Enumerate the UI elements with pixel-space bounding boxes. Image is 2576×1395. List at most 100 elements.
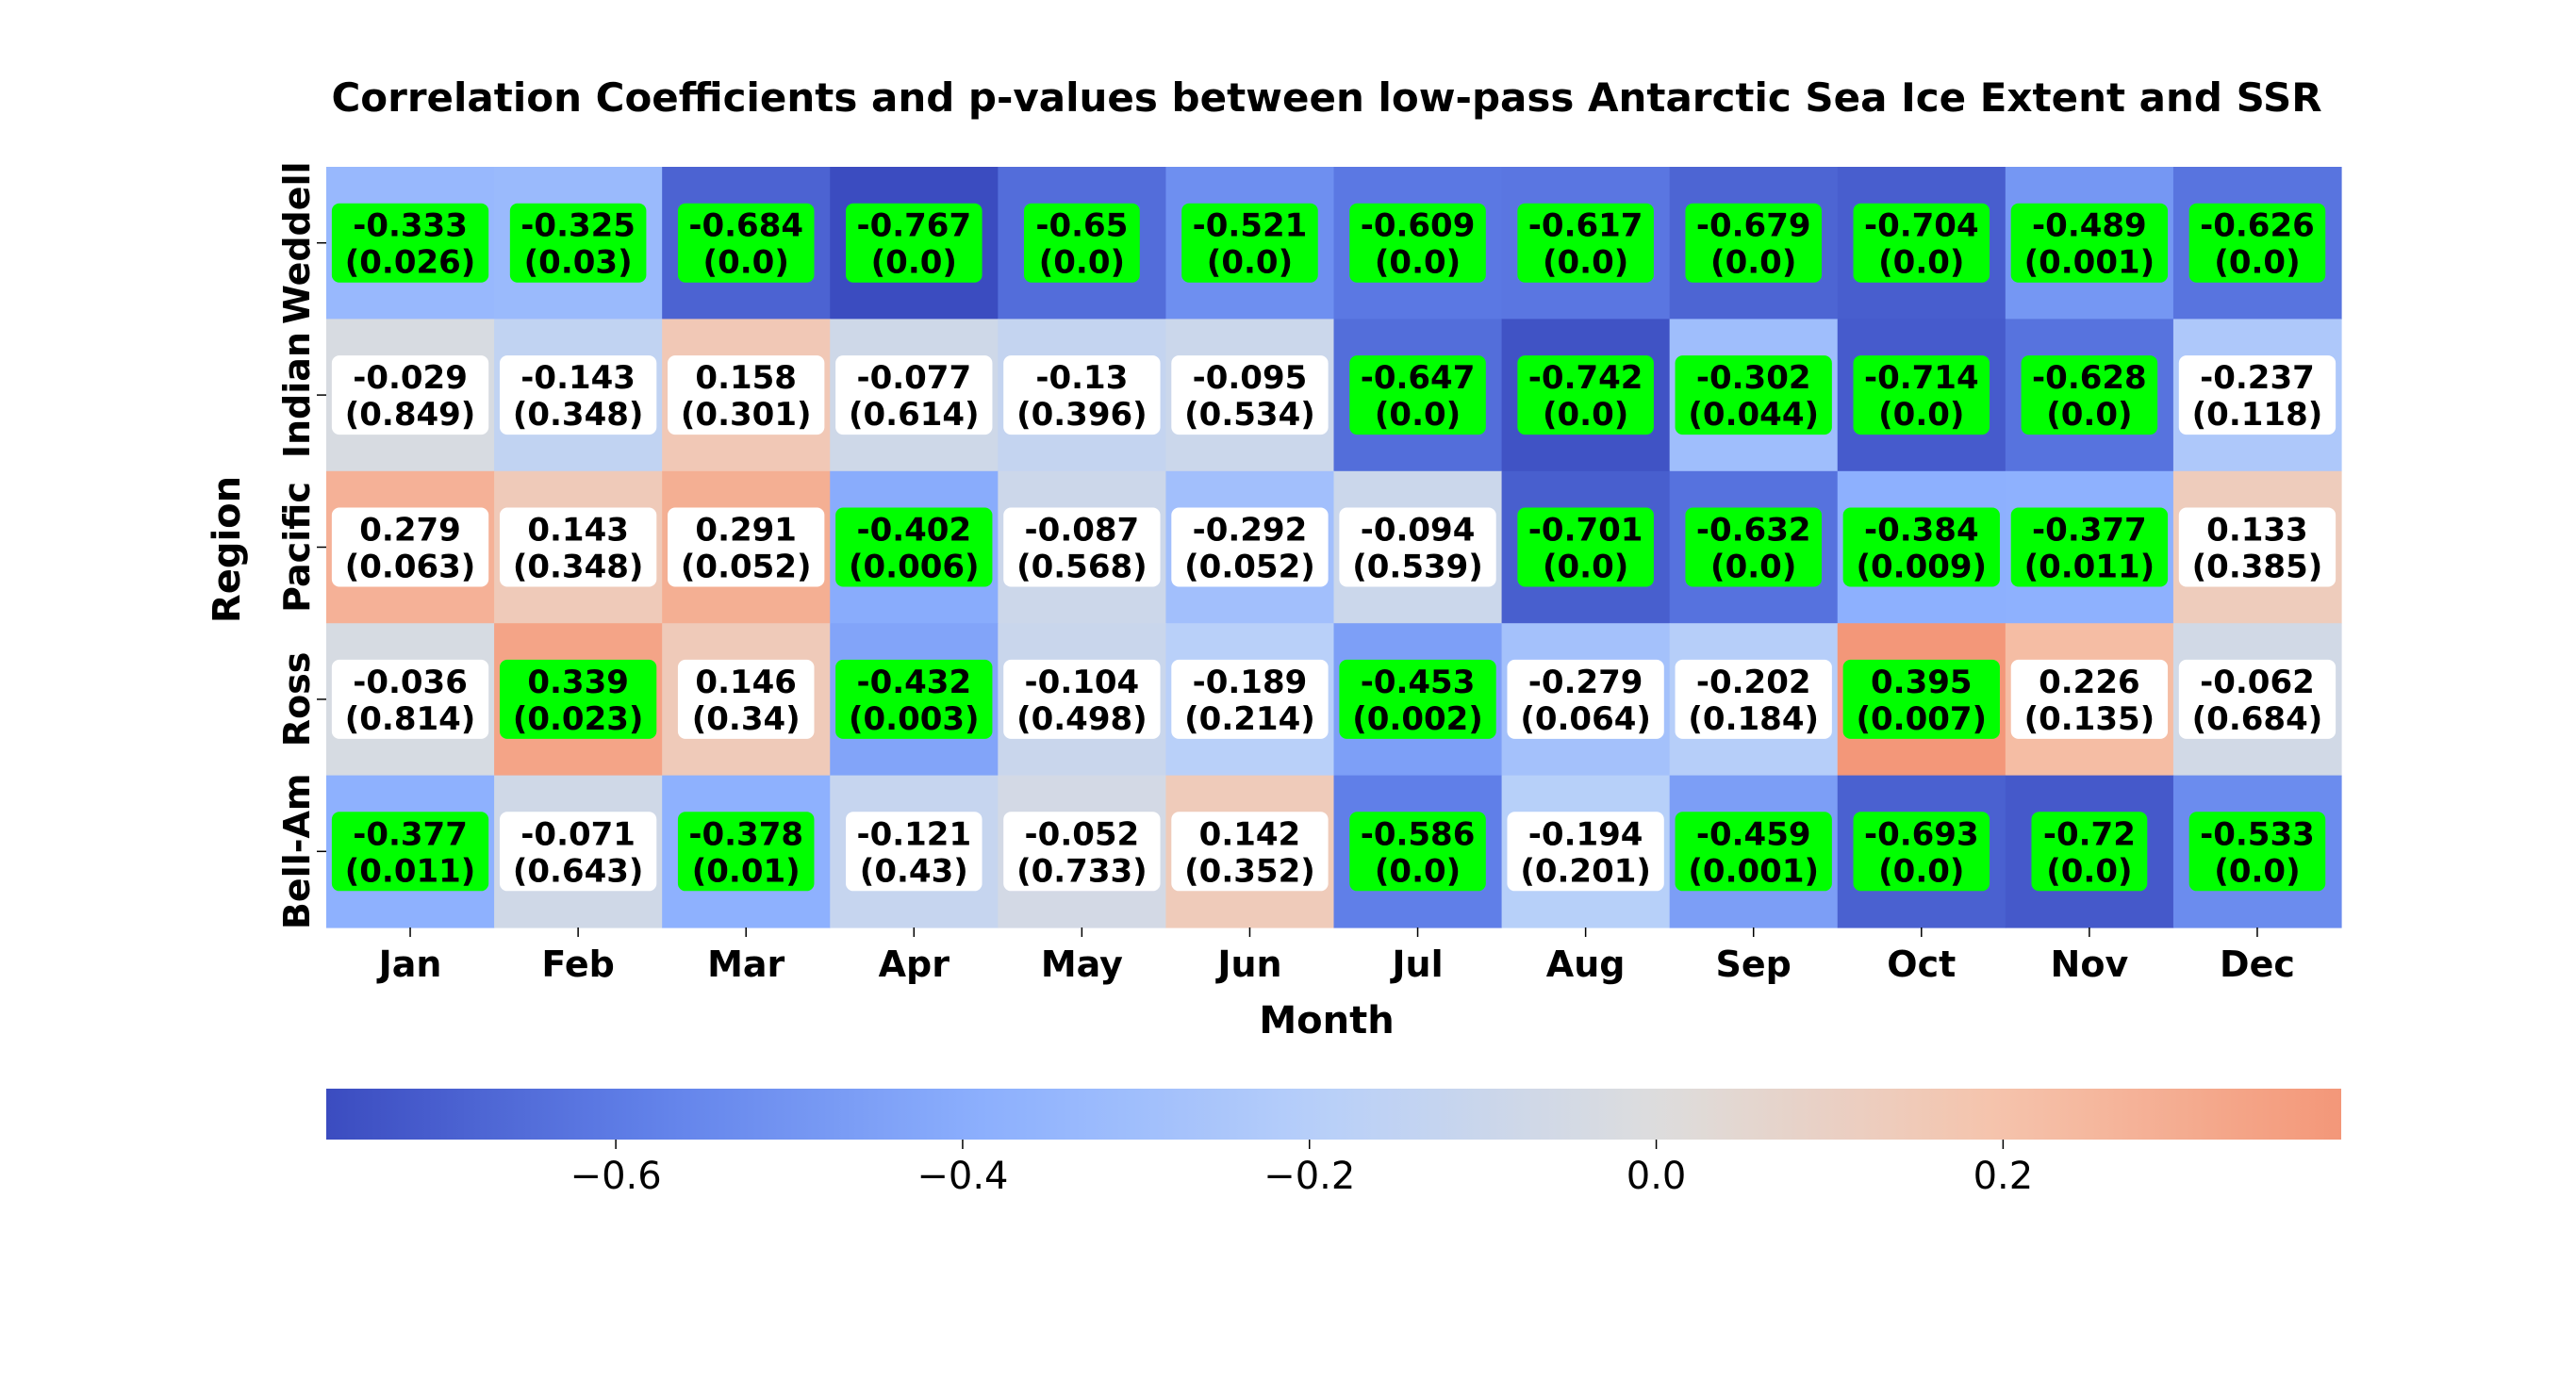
cell-correlation-label: -0.609	[1361, 207, 1476, 245]
label-box	[846, 812, 983, 892]
cell-pvalue-label: (0.0)	[1710, 549, 1796, 586]
cell-pvalue-label: (0.614)	[849, 396, 980, 434]
cell-pvalue-label: (0.011)	[2024, 549, 2155, 586]
y-tick-label: Pacific	[276, 482, 318, 613]
significant-label-box	[1181, 203, 1318, 283]
cell-pvalue-label: (0.002)	[1352, 700, 1483, 738]
cell-pvalue-label: (0.135)	[2024, 700, 2155, 738]
label-box	[331, 507, 489, 587]
cell-correlation-label: -0.402	[856, 512, 971, 550]
cell-correlation-label: -0.378	[688, 815, 803, 853]
cell-correlation-label: -0.742	[1528, 359, 1643, 397]
cell-correlation-label: 0.142	[1199, 815, 1301, 853]
cell-pvalue-label: (0.0)	[871, 244, 957, 282]
label-box	[331, 355, 489, 435]
cell-pvalue-label: (0.0)	[1543, 549, 1628, 586]
cell-pvalue-label: (0.849)	[345, 396, 476, 434]
cell-correlation-label: -0.701	[1528, 512, 1643, 550]
label-box	[1339, 507, 1496, 587]
label-box	[499, 812, 657, 892]
y-tick-label: Indian	[276, 332, 318, 458]
cell-correlation-label: -0.325	[520, 207, 636, 245]
x-tick-label: Oct	[1887, 944, 1956, 985]
cell-correlation-label: 0.226	[2039, 664, 2140, 701]
cell-pvalue-label: (0.003)	[849, 700, 980, 738]
cell-correlation-label: -0.432	[856, 664, 971, 701]
cell-pvalue-label: (0.643)	[513, 852, 644, 890]
y-axis-label: Region	[206, 476, 249, 623]
chart-title: Correlation Coefficients and p-values be…	[331, 74, 2321, 121]
colorbar-gradient	[326, 1089, 2341, 1140]
label-box	[2178, 355, 2337, 435]
cell-correlation-label: -0.095	[1193, 359, 1308, 397]
colorbar-tick-label: −0.6	[570, 1155, 662, 1198]
significant-label-box	[2010, 203, 2169, 283]
cell-correlation-label: -0.453	[1361, 664, 1476, 701]
colorbar: −0.6 −0.4 −0.2 0.0 0.2	[326, 1089, 2341, 1198]
cell-correlation-label: -0.647	[1361, 359, 1476, 397]
significant-label-box	[677, 812, 815, 892]
cell-pvalue-label: (0.684)	[2192, 700, 2323, 738]
significant-label-box	[1853, 812, 1990, 892]
label-box	[835, 355, 993, 435]
cell-correlation-label: -0.13	[1035, 359, 1128, 397]
cell-pvalue-label: (0.814)	[345, 700, 476, 738]
cell-pvalue-label: (0.0)	[703, 244, 789, 282]
cell-correlation-label: 0.291	[695, 512, 797, 550]
label-box	[2178, 659, 2337, 739]
cell-pvalue-label: (0.0)	[1375, 396, 1461, 434]
cell-pvalue-label: (0.009)	[1856, 549, 1987, 586]
cell-correlation-label: -0.194	[1528, 815, 1643, 853]
cell-pvalue-label: (0.023)	[513, 700, 644, 738]
cell-pvalue-label: (0.052)	[1184, 549, 1315, 586]
label-box	[1003, 507, 1161, 587]
colorbar-tick-label: 0.0	[1627, 1155, 1687, 1198]
cell-pvalue-label: (0.0)	[1039, 244, 1125, 282]
label-box	[1675, 659, 1832, 739]
cell-correlation-label: -0.279	[1528, 664, 1643, 701]
cell-correlation-label: -0.052	[1025, 815, 1140, 853]
cell-correlation-label: -0.087	[1025, 512, 1140, 550]
x-tick-label: Feb	[541, 944, 614, 985]
cell-pvalue-label: (0.0)	[2046, 396, 2132, 434]
cell-pvalue-label: (0.385)	[2192, 549, 2323, 586]
cell-correlation-label: 0.395	[1871, 664, 1973, 701]
cell-pvalue-label: (0.001)	[1688, 852, 1819, 890]
cell-pvalue-label: (0.001)	[2024, 244, 2155, 282]
cell-correlation-label: -0.617	[1528, 207, 1643, 245]
significant-label-box	[1349, 203, 1486, 283]
cell-correlation-label: -0.533	[2200, 815, 2315, 853]
cell-correlation-label: 0.143	[527, 512, 629, 550]
x-tick-label: Sep	[1716, 944, 1792, 985]
cell-correlation-label: -0.292	[1193, 512, 1308, 550]
cell-pvalue-label: (0.0)	[1375, 852, 1461, 890]
cell-pvalue-label: (0.03)	[524, 244, 633, 282]
colorbar-ticks: −0.6 −0.4 −0.2 0.0 0.2	[570, 1140, 2033, 1198]
cell-correlation-label: -0.302	[1696, 359, 1811, 397]
cell-pvalue-label: (0.052)	[681, 549, 812, 586]
cell-correlation-label: -0.679	[1696, 207, 1811, 245]
cell-correlation-label: 0.158	[695, 359, 797, 397]
cell-correlation-label: -0.029	[353, 359, 468, 397]
cell-pvalue-label: (0.0)	[1207, 244, 1293, 282]
y-tick-label: Weddell	[276, 161, 318, 324]
cell-correlation-label: -0.104	[1025, 664, 1140, 701]
significant-label-box	[835, 507, 993, 587]
cell-correlation-label: -0.094	[1361, 512, 1476, 550]
significant-label-box	[331, 812, 489, 892]
cell-pvalue-label: (0.733)	[1016, 852, 1148, 890]
cell-correlation-label: -0.459	[1696, 815, 1811, 853]
cell-correlation-label: -0.521	[1193, 207, 1308, 245]
x-tick-label: Jan	[376, 944, 442, 985]
cell-pvalue-label: (0.301)	[681, 396, 812, 434]
label-box	[1003, 659, 1161, 739]
cell-correlation-label: -0.489	[2032, 207, 2147, 245]
label-box	[331, 659, 489, 739]
cell-pvalue-label: (0.0)	[1878, 852, 1964, 890]
cell-pvalue-label: (0.201)	[1520, 852, 1651, 890]
cell-pvalue-label: (0.43)	[860, 852, 968, 890]
cell-pvalue-label: (0.348)	[513, 396, 644, 434]
significant-label-box	[1675, 355, 1832, 435]
label-box	[1171, 812, 1329, 892]
x-tick-label: Apr	[879, 944, 950, 985]
